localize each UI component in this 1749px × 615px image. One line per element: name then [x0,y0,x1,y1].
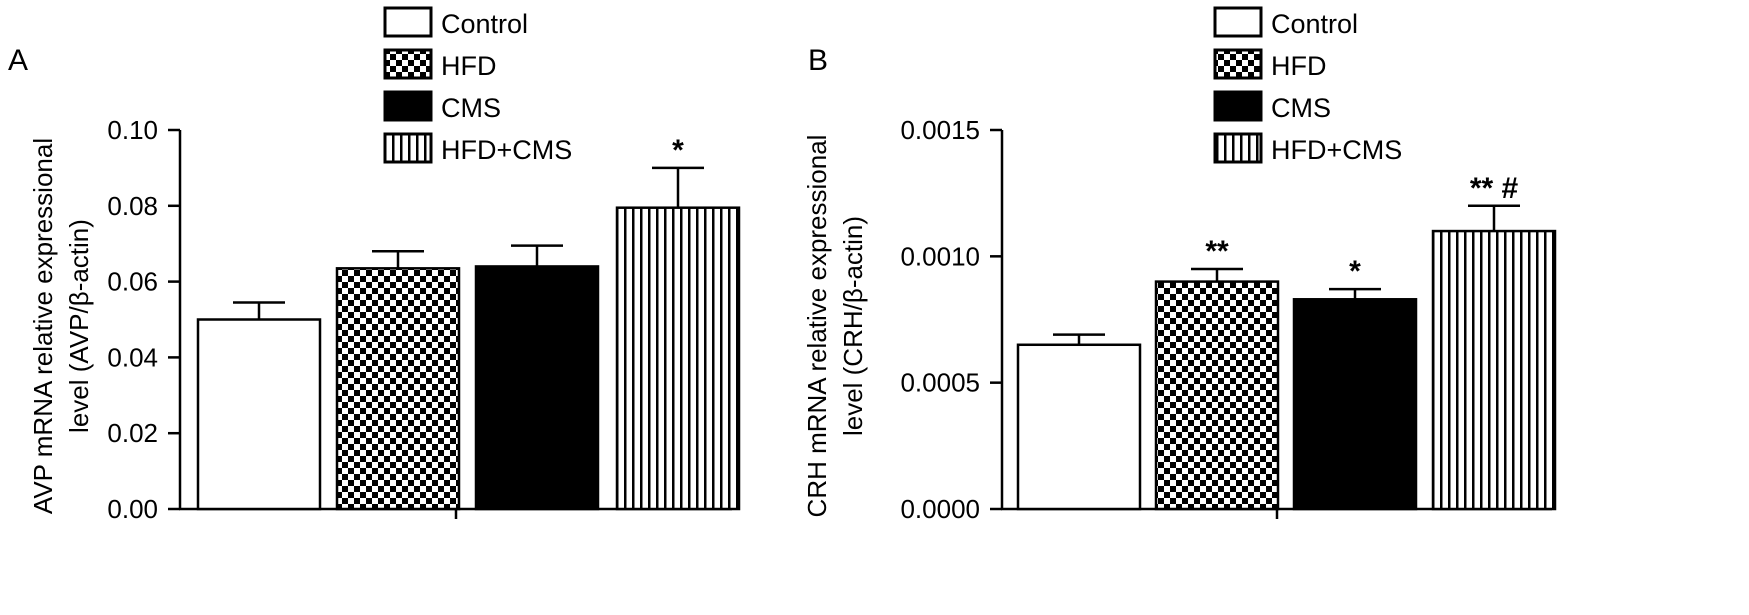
panel-b-bar-hfd-cms [1431,229,1557,511]
panel-b-ylabel-line-2: level (CRH/β-actin) [838,216,868,436]
panel-b-legend-swatch [1213,90,1263,122]
panel-b-significance-label: ** # [1470,172,1519,205]
panel-a-ytick-label: 0.10 [107,115,158,145]
panel-a-legend-label: Control [441,9,528,39]
panel-a-legend-swatch [383,90,433,122]
panel-b-legend-label: HFD+CMS [1271,135,1402,165]
panel-b-ylabel-line-1: CRH mRNA relative expressional [802,135,832,518]
panel-b-x-axis [1001,507,1552,519]
panel-a-legend: Control HFD CMS HFD+CMS [383,6,572,165]
panel-a-ytick-label: 0.06 [107,267,158,297]
panel-a-legend-label: HFD+CMS [441,135,572,165]
panel-b-legend-label: Control [1271,9,1358,39]
panel-a-ytick-label: 0.02 [107,418,158,448]
panel-b-bar-hfd [1154,280,1280,511]
panel-a-bar-hfd [335,267,461,511]
panel-a-legend-label: HFD [441,51,497,81]
panel-a-bar-hfd-cms [615,206,741,511]
panel-b: B CRH mRNA relative expressional level (… [802,6,1557,524]
panel-b-ticks: 0.0000 0.0005 0.0010 0.0015 [900,115,1002,524]
panel-a-letter: A [8,44,28,77]
panel-a-bar-control [196,318,322,511]
panel-a-legend-swatch [383,6,433,38]
panel-b-legend-label: CMS [1271,93,1331,123]
panel-b-bar-cms [1292,298,1418,511]
panel-b-significance-label: * [1349,255,1361,288]
panel-a-ytick-label: 0.08 [107,191,158,221]
panel-a-ylabel-line-2: level (AVP/β-actin) [64,219,94,433]
panel-a: A AVP mRNA relative expressional level (… [8,6,741,524]
panel-b-legend: Control HFD CMS HFD+CMS [1213,6,1402,165]
panel-a-ylabel-line-1: AVP mRNA relative expressional [28,138,58,514]
panel-b-legend-swatch [1213,6,1263,38]
panel-b-letter: B [808,44,828,77]
panel-b-bar-control [1016,343,1142,511]
panel-a-legend-swatch [383,48,433,80]
panel-a-significance-label: * [672,134,684,167]
panel-b-legend-swatch [1213,48,1263,80]
panel-a-bars: * [196,134,741,511]
panel-a-bar-cms [474,265,600,511]
panel-b-legend-swatch [1213,132,1263,164]
panel-b-ytick-label: 0.0015 [900,115,980,145]
panel-b-ytick-label: 0.0010 [900,241,980,271]
panel-a-legend-swatch [383,132,433,164]
panel-b-ytick-label: 0.0000 [900,494,980,524]
panel-a-x-axis [179,507,732,519]
panel-a-ticks: 0.00 0.02 0.04 0.06 0.08 0.10 [107,115,180,524]
panel-a-legend-label: CMS [441,93,501,123]
panel-a-ytick-label: 0.00 [107,494,158,524]
panel-a-ytick-label: 0.04 [107,342,158,372]
panel-b-ytick-label: 0.0005 [900,368,980,398]
panel-b-legend-label: HFD [1271,51,1327,81]
panel-b-significance-label: ** [1205,235,1229,268]
panel-b-bars: ***** # [1016,172,1557,511]
